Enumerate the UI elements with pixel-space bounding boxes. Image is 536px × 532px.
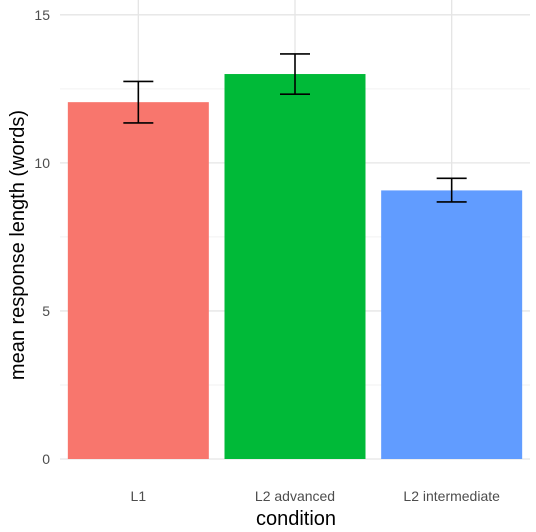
bar-l2-intermediate bbox=[381, 190, 523, 460]
x-tick-labels: L1 L2 advanced L2 intermediate bbox=[131, 488, 501, 504]
bar-l1 bbox=[67, 102, 209, 459]
y-tick-label: 15 bbox=[34, 7, 50, 23]
y-tick-labels: 0 5 10 15 bbox=[34, 7, 50, 467]
error-bar-l2-intermediate bbox=[436, 177, 467, 203]
x-axis-title: condition bbox=[256, 508, 336, 530]
error-bar-l2-advanced bbox=[280, 53, 310, 95]
x-tick-label: L2 advanced bbox=[255, 488, 335, 504]
error-bars bbox=[123, 53, 467, 203]
bar-l2-advanced bbox=[224, 74, 366, 459]
x-tick-label: L2 intermediate bbox=[403, 488, 500, 504]
y-axis-title: mean response length (words) bbox=[7, 110, 29, 380]
y-tick-label: 5 bbox=[42, 303, 50, 319]
error-bar-l1 bbox=[123, 80, 154, 124]
bars bbox=[67, 74, 523, 460]
x-tick-label: L1 bbox=[131, 488, 147, 504]
y-tick-label: 10 bbox=[34, 155, 50, 171]
y-tick-label: 0 bbox=[42, 451, 50, 467]
